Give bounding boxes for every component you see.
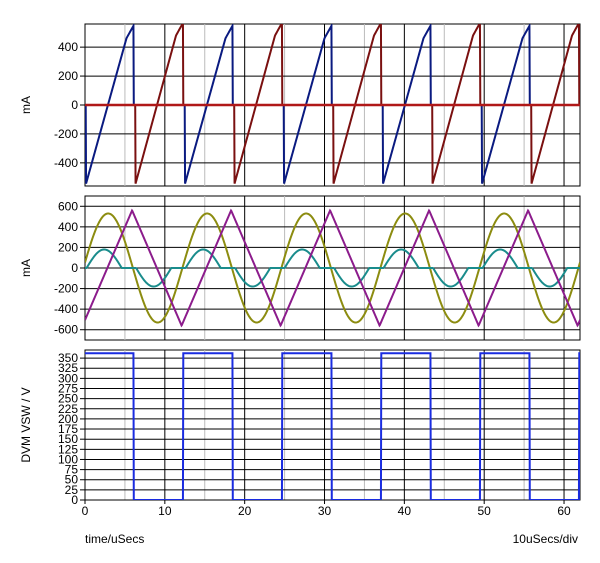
y-tick-label: 600 (58, 199, 78, 213)
y-axis-label: mA (19, 259, 33, 277)
y-tick-label: 350 (58, 351, 78, 365)
y-tick-label: 125 (58, 442, 78, 456)
series-line-1 (85, 352, 580, 500)
x-tick-label: 50 (478, 504, 492, 518)
y-tick-label: -400 (54, 302, 78, 316)
y-tick-label: -200 (54, 127, 78, 141)
y-tick-label: 400 (58, 220, 78, 234)
y-tick-label: -200 (54, 282, 78, 296)
y-tick-label: 0 (71, 493, 78, 507)
y-tick-label: 200 (58, 69, 78, 83)
y-tick-label: 225 (58, 402, 78, 416)
y-tick-label: 175 (58, 422, 78, 436)
series-line-2 (85, 248, 580, 288)
y-tick-label: 325 (58, 361, 78, 375)
y-tick-label: 250 (58, 392, 78, 406)
y-tick-label: 275 (58, 382, 78, 396)
chart-panel-2: -600 -400 -200 0 200 400 600 mA (19, 195, 581, 341)
y-tick-label: -600 (54, 323, 78, 337)
y-tick-label: 75 (65, 463, 79, 477)
x-tick-label: 60 (557, 504, 571, 518)
x-tick-label: 40 (398, 504, 412, 518)
y-tick-label: 0 (71, 98, 78, 112)
y-axis-label: mA (19, 96, 33, 114)
series-line-1 (85, 212, 580, 324)
y-tick-label: 0 (71, 261, 78, 275)
y-tick-label: 300 (58, 371, 78, 385)
series-line-3 (85, 208, 580, 328)
chart-panel-3: 0255075100125150175200225250275300325350… (19, 349, 581, 518)
y-tick-label: 200 (58, 240, 78, 254)
x-tick-label: 10 (158, 504, 172, 518)
y-tick-label: -400 (54, 156, 78, 170)
x-axis-label: time/uSecs (85, 532, 144, 546)
x-tick-label: 20 (238, 504, 252, 518)
x-tick-label: 30 (318, 504, 332, 518)
y-tick-label: 150 (58, 432, 78, 446)
y-tick-label: 25 (65, 483, 79, 497)
y-tick-label: 100 (58, 452, 78, 466)
y-tick-label: 50 (65, 473, 79, 487)
chart-panel-1: -400 -200 0 200 400 mA (19, 23, 581, 187)
y-tick-label: 400 (58, 40, 78, 54)
y-axis-label: DVM VSW / V (19, 387, 33, 462)
x-scale-label: 10uSecs/div (513, 532, 578, 546)
x-tick-label: 0 (82, 504, 89, 518)
y-tick-label: 200 (58, 412, 78, 426)
